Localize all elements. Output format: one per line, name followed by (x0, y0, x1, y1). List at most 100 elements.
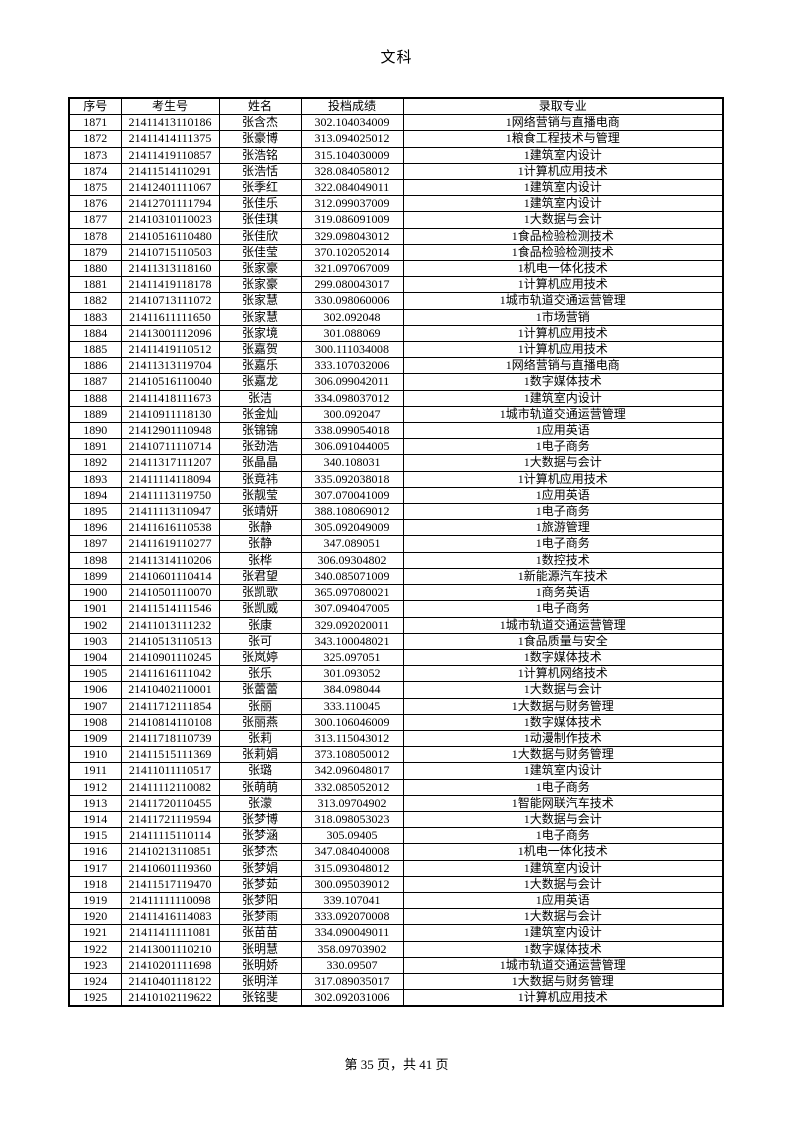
table-cell: 1电子商务 (402, 535, 724, 553)
table-cell: 21411416114083 (120, 908, 220, 926)
table-cell: 317.089035017 (300, 972, 404, 991)
table-cell: 1905 (68, 665, 122, 683)
table-cell: 1907 (68, 697, 122, 715)
table-cell: 张明洋 (218, 972, 302, 991)
table-cell: 张明娇 (218, 956, 302, 974)
table-cell: 1887 (68, 373, 122, 391)
table-cell: 21410501110070 (120, 584, 220, 602)
table-cell: 1电子商务 (402, 503, 724, 521)
table-cell: 张梦茹 (218, 875, 302, 893)
table-row: 1883 21411611111650 张家慧 302.092048 1市场营销 (68, 308, 724, 326)
table-cell: 1923 (68, 956, 122, 974)
table-cell: 301.088069 (300, 324, 404, 343)
table-cell: 21411616110538 (120, 519, 220, 537)
table-cell: 1城市轨道交通运营管理 (402, 292, 724, 310)
page-number-footer: 第 35 页，共 41 页 (344, 1057, 449, 1072)
table-row: 1893 21411114118094 张竟祎 335.092038018 1计算机应用… (68, 470, 724, 488)
table-cell: 21410814110108 (120, 713, 220, 731)
table-cell: 张佳欣 (218, 227, 302, 245)
table-cell: 312.099037009 (300, 195, 404, 213)
column-header: 姓名 (218, 97, 302, 116)
table-cell: 张莉 (218, 729, 302, 748)
table-cell: 21410201111698 (120, 956, 220, 974)
table-cell: 1建筑室内设计 (402, 179, 724, 197)
table-cell: 318.098053023 (300, 810, 404, 829)
page-title: 文科 (380, 50, 413, 66)
table-cell: 1大数据与财务管理 (402, 746, 724, 764)
table-cell: 1888 (68, 389, 122, 407)
table-cell: 334.098037012 (300, 389, 404, 407)
table-cell: 21411113110947 (120, 503, 220, 521)
table-cell: 1882 (68, 292, 122, 310)
table-cell: 330.098060006 (300, 292, 404, 310)
table-cell: 315.104030009 (300, 146, 404, 164)
table-cell: 1880 (68, 260, 122, 278)
table-cell: 358.09703902 (300, 940, 404, 958)
table-row: 1917 21410601119360 张梦娟 315.093048012 1建筑室内设… (68, 859, 724, 877)
table-row: 1877 21410310110023 张佳琪 319.086091009 1大数据与会… (68, 211, 724, 229)
table-row: 1903 21410513110513 张可 343.100048021 1食品质量与安… (68, 632, 724, 650)
table-row: 1885 21411419110512 张嘉贺 300.111034008 1计算机应用… (68, 341, 724, 359)
table-cell: 21411721119594 (120, 810, 220, 829)
table-cell: 1898 (68, 551, 122, 569)
table-cell: 1城市轨道交通运营管理 (402, 405, 724, 424)
table-cell: 373.108050012 (300, 746, 404, 764)
table-cell: 张竟祎 (218, 470, 302, 488)
table-cell: 338.099054018 (300, 422, 404, 440)
table-cell: 322.084049011 (300, 179, 404, 197)
table-cell: 333.092070008 (300, 908, 404, 926)
table-cell: 1计算机应用技术 (402, 989, 724, 1007)
table-cell: 21410715110503 (120, 243, 220, 262)
table-row: 1914 21411721119594 张梦博 318.098053023 1大数据与会… (68, 810, 724, 829)
table-cell: 332.085052012 (300, 778, 404, 796)
table-cell: 1计算机应用技术 (402, 341, 724, 359)
table-cell: 1894 (68, 486, 122, 505)
table-row: 1874 21411514110291 张浩恬 328.084058012 1计算机应用… (68, 162, 724, 181)
table-cell: 1872 (68, 130, 122, 148)
table-cell: 张家慧 (218, 308, 302, 326)
table-cell: 1建筑室内设计 (402, 924, 724, 942)
table-cell: 1大数据与会计 (402, 810, 724, 829)
table-cell: 306.091044005 (300, 438, 404, 456)
table-cell: 21410516110480 (120, 227, 220, 245)
table-cell: 1商务英语 (402, 584, 724, 602)
table-cell: 张璐 (218, 762, 302, 780)
table-cell: 张佳琪 (218, 211, 302, 229)
table-cell: 1899 (68, 567, 122, 586)
table-cell: 1877 (68, 211, 122, 229)
table-cell: 1904 (68, 648, 122, 667)
table-cell: 21411517119470 (120, 875, 220, 893)
table-cell: 21411414111375 (120, 130, 220, 148)
header-row: 序号 考生号 姓名 投档成绩 录取专业 (68, 97, 724, 116)
table-cell: 300.095039012 (300, 875, 404, 893)
table-cell: 张家慧 (218, 292, 302, 310)
table-cell: 325.097051 (300, 648, 404, 667)
table-cell: 1874 (68, 162, 122, 181)
table-cell: 21410213110851 (120, 843, 220, 861)
table-cell: 21413001110210 (120, 940, 220, 958)
table-cell: 300.106046009 (300, 713, 404, 731)
table-cell: 21411112110082 (120, 778, 220, 796)
table-cell: 1食品检验检测技术 (402, 243, 724, 262)
table-row: 1907 21411712111854 张丽 333.110045 1大数据与财务管理 (68, 697, 724, 715)
table-cell: 21411013111232 (120, 616, 220, 634)
table-cell: 370.102052014 (300, 243, 404, 262)
table-cell: 1大数据与财务管理 (402, 697, 724, 715)
table-cell: 21411418111673 (120, 389, 220, 407)
table-cell: 1食品检验检测技术 (402, 227, 724, 245)
table-cell: 21411113119750 (120, 486, 220, 505)
table-row: 1915 21411115110114 张梦涵 305.09405 1电子商务 (68, 827, 724, 845)
table-cell: 313.09704902 (300, 794, 404, 812)
table-cell: 张铭斐 (218, 989, 302, 1007)
table-cell: 张凯威 (218, 600, 302, 618)
table-cell: 张静 (218, 535, 302, 553)
table-cell: 1粮食工程技术与管理 (402, 130, 724, 148)
table-cell: 21411413110186 (120, 114, 220, 132)
table-row: 1890 21412901110948 张锦锦 338.099054018 1应用英语 (68, 422, 724, 440)
table-cell: 1城市轨道交通运营管理 (402, 616, 724, 634)
table-cell: 21411619110277 (120, 535, 220, 553)
table-cell: 1建筑室内设计 (402, 146, 724, 164)
table-row: 1912 21411112110082 张萌萌 332.085052012 1电子商务 (68, 778, 724, 796)
table-cell: 张金灿 (218, 405, 302, 424)
table-cell: 1915 (68, 827, 122, 845)
